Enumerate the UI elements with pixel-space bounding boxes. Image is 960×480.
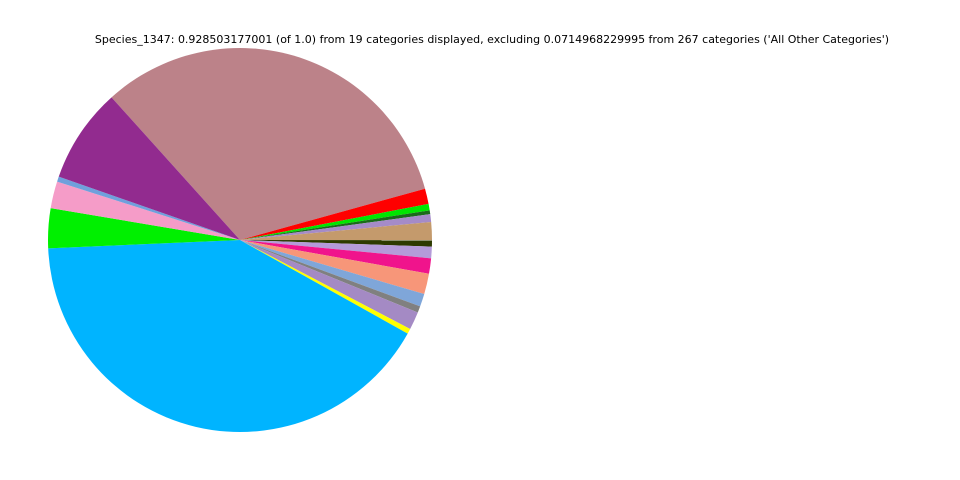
pie-slice — [240, 240, 421, 313]
chart-title: Species_1347: 0.928503177001 (of 1.0) fr… — [95, 33, 889, 46]
pie-slice — [240, 240, 432, 247]
pie-slice — [111, 47, 426, 240]
pie-slice — [58, 97, 240, 240]
pie-slice — [240, 214, 432, 240]
pie-slice — [57, 176, 240, 240]
pie-slice — [50, 181, 240, 240]
pie-slice — [240, 240, 432, 274]
pie-slice — [48, 240, 408, 432]
pie-slice — [240, 203, 430, 240]
pie-slice — [240, 221, 433, 241]
pie-slice — [240, 240, 411, 334]
pie-slice — [48, 208, 241, 249]
pie-slice — [240, 210, 431, 240]
pie-slice — [240, 240, 425, 307]
pie-slice — [240, 240, 432, 259]
pie-slice — [240, 188, 429, 240]
pie-slice — [240, 240, 430, 295]
pie-slice — [240, 240, 418, 329]
